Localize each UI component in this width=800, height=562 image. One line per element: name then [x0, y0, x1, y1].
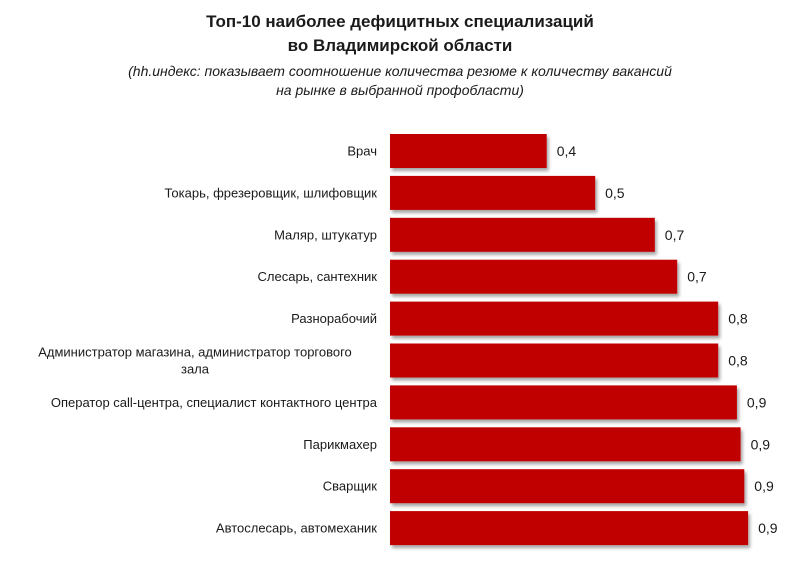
bar: [390, 343, 719, 378]
category-label-line: Токарь, фрезеровщик, шлифовщик: [165, 185, 378, 200]
category-label-line: Сварщик: [323, 479, 378, 494]
chart-subtitle-line-2: на рынке в выбранной профобласти): [276, 82, 524, 98]
category-label-line: Слесарь, сантехник: [258, 269, 378, 284]
chart-subtitle-line-1: (hh.индекс: показывает соотношение колич…: [128, 63, 672, 79]
bar: [390, 175, 596, 210]
bar: [390, 385, 737, 420]
category-label-line: Администратор магазина, администратор то…: [38, 345, 352, 360]
bar-value-label: 0,8: [728, 353, 748, 369]
bar: [390, 469, 745, 504]
bar-value-label: 0,8: [728, 311, 748, 327]
bars-group: 0,4 Врач 0,5 Токарь, фрезеровщик, шлифовщик…: [38, 134, 778, 546]
chart-title-line-2: во Владимирской области: [287, 36, 513, 55]
category-label: Администратор магазина, администратор то…: [38, 345, 352, 377]
category-label: Слесарь, сантехник: [258, 269, 378, 284]
chart-subtitle: (hh.индекс: показывает соотношение колич…: [0, 62, 800, 100]
bar: [390, 511, 749, 546]
category-label-line: Оператор call-центра, специалист контакт…: [51, 395, 378, 410]
bar: [390, 134, 547, 168]
category-label: Парикмахер: [303, 437, 377, 452]
category-label-line: Маляр, штукатур: [274, 227, 377, 242]
category-label: Врач: [347, 144, 377, 159]
bar-value-label: 0,9: [747, 394, 767, 410]
bar-value-label: 0,9: [751, 436, 771, 452]
bar-value-label: 0,9: [758, 520, 778, 536]
bar: [390, 301, 719, 336]
category-label: Разнорабочий: [291, 311, 377, 326]
category-label-line: Разнорабочий: [291, 311, 377, 326]
category-label: Токарь, фрезеровщик, шлифовщик: [165, 185, 378, 200]
bar: [390, 427, 741, 462]
bar: [390, 217, 655, 252]
category-label: Автослесарь, автомеханик: [216, 521, 377, 536]
chart-title-line-1: Топ-10 наиболее дефицитных специализаций: [206, 12, 594, 31]
category-label-line: Автослесарь, автомеханик: [216, 521, 377, 536]
category-label-line: Врач: [347, 144, 377, 159]
bar-value-label: 0,7: [687, 269, 707, 285]
category-label-line: Парикмахер: [303, 437, 377, 452]
bar-value-label: 0,4: [557, 143, 577, 159]
category-label: Сварщик: [323, 479, 378, 494]
bar-value-label: 0,7: [665, 227, 685, 243]
bar-value-label: 0,5: [605, 185, 625, 201]
category-label-line: зала: [181, 362, 210, 377]
category-label: Маляр, штукатур: [274, 227, 377, 242]
bar: [390, 259, 678, 294]
chart-titles: Топ-10 наиболее дефицитных специализаций…: [0, 10, 800, 100]
bar-value-label: 0,9: [754, 478, 774, 494]
category-label: Оператор call-центра, специалист контакт…: [51, 395, 378, 410]
